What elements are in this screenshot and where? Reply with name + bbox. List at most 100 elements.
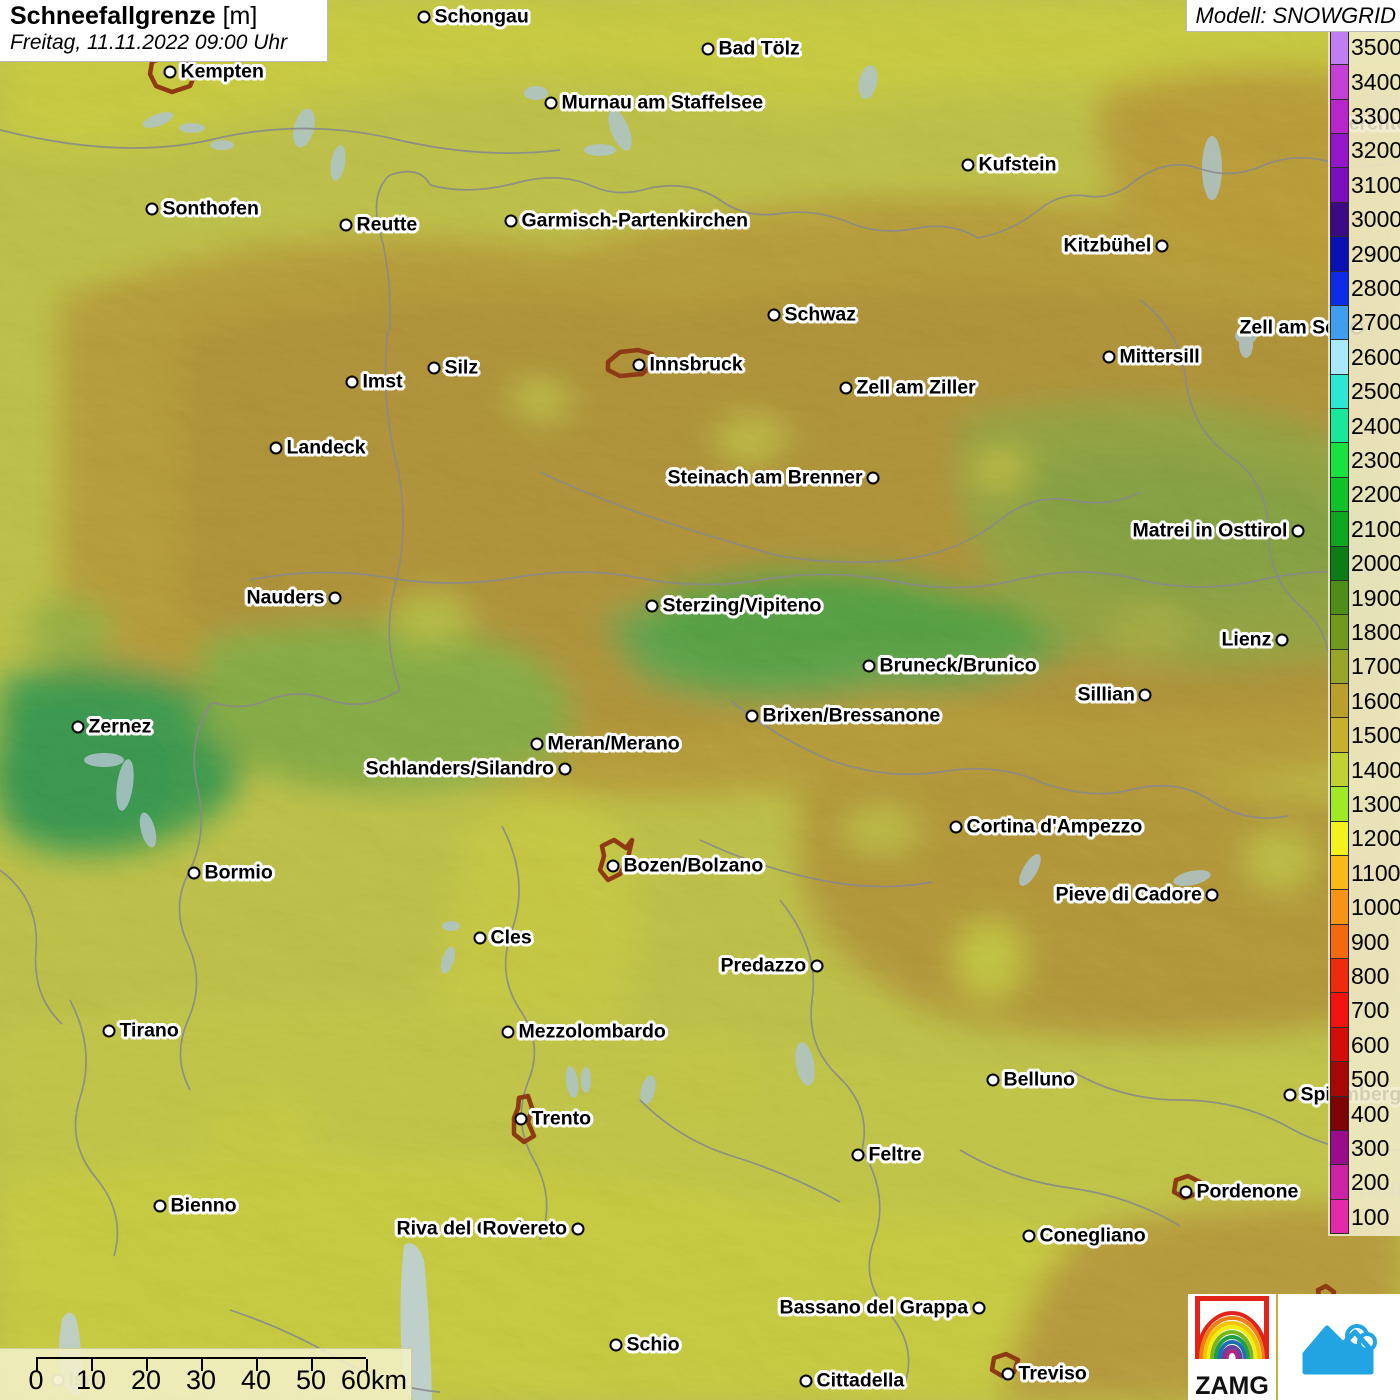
colorbar-swatch (1331, 1096, 1348, 1131)
city-label: Kempten (180, 60, 264, 83)
city-marker[interactable]: Lienz (1222, 630, 1289, 651)
city-marker[interactable]: Mezzolombardo (501, 1022, 666, 1043)
city-marker[interactable]: Garmisch-Partenkirchen (504, 211, 748, 232)
city-marker[interactable]: Pordenone (1179, 1182, 1298, 1203)
city-marker[interactable]: Bruneck/Brunico (862, 656, 1037, 677)
city-marker[interactable]: Zernez (71, 717, 151, 738)
city-marker[interactable]: Bormio (187, 863, 273, 884)
city-marker[interactable]: Innsbruck (632, 355, 743, 376)
city-marker[interactable]: Sterzing/Vipiteno (645, 596, 821, 617)
city-marker[interactable]: Trento (514, 1109, 591, 1130)
colorbar-tick-label: 1200 (1351, 825, 1400, 852)
colorbar-tick-label: 300 (1351, 1135, 1390, 1161)
zamg-logo[interactable]: ZAMG (1188, 1294, 1276, 1400)
colorbar-swatch (1331, 959, 1348, 994)
city-marker[interactable]: Belluno (986, 1070, 1075, 1091)
city-marker[interactable]: Cles (473, 928, 532, 949)
city-marker[interactable]: Nauders (247, 588, 342, 609)
city-marker[interactable]: Landeck (269, 438, 366, 459)
city-label: Mittersill (1119, 345, 1200, 368)
city-label: Zell am See (1239, 316, 1347, 339)
city-marker[interactable]: Cortina d'Ampezzo (949, 817, 1142, 838)
city-dot-icon (949, 820, 963, 834)
city-dot-icon (701, 42, 715, 56)
city-label: Imst (362, 370, 403, 393)
city-marker[interactable]: Bassano del Grappa (779, 1296, 986, 1319)
scale-tick (36, 1359, 38, 1371)
zamg-frame-icon (1195, 1296, 1269, 1359)
city-dot-icon (1102, 350, 1116, 364)
colorbar[interactable] (1330, 30, 1349, 1234)
city-label: Riva del Garda (396, 1217, 534, 1240)
city-marker[interactable]: Imst (345, 370, 403, 393)
city-marker[interactable]: Predazzo (721, 956, 824, 977)
city-marker[interactable]: Treviso (1001, 1362, 1087, 1385)
scale-tick (201, 1359, 203, 1371)
city-marker[interactable]: Sonthofen (145, 199, 259, 220)
city-marker[interactable]: Bozen/Bolzano (606, 856, 763, 877)
colorbar-tick-label: 1000 (1351, 894, 1400, 921)
city-marker[interactable]: Mittersill (1102, 345, 1200, 368)
city-marker[interactable]: Pieve di Cadore (1056, 885, 1219, 906)
colorbar-tick-label: 2600 (1351, 343, 1400, 370)
city-marker[interactable]: Schwaz (767, 305, 856, 326)
city-marker[interactable]: Kufstein (961, 155, 1057, 176)
city-marker[interactable]: Matrei in Osttirol (1133, 521, 1305, 542)
city-marker[interactable]: Kempten (163, 60, 264, 83)
snowgrid-logo[interactable] (1276, 1294, 1400, 1400)
city-dot-icon (1205, 888, 1219, 902)
city-dot-icon (504, 214, 518, 228)
colorbar-swatch (1331, 1165, 1348, 1200)
city-marker[interactable]: Murnau am Staffelsee (544, 93, 763, 114)
city-label: Schlanders/Silandro (365, 757, 555, 780)
city-marker[interactable]: Silz (427, 356, 479, 379)
valid-time-subtitle: Freitag, 11.11.2022 09:00 Uhr (10, 31, 288, 54)
colorbar-swatch (1331, 512, 1348, 547)
city-marker[interactable]: Rovereto (483, 1219, 585, 1240)
city-label: Cittadella (816, 1369, 905, 1392)
colorbar-tick-label: 1800 (1351, 619, 1400, 645)
city-marker[interactable]: Schlanders/Silandro (365, 757, 572, 780)
colorbar-tick-labels: 3500 3400 3300 3200 3100 3000 2900 2800 2700 2600… (1351, 30, 1400, 1234)
city-marker[interactable]: Meran/Merano (530, 732, 680, 755)
city-label: Silz (444, 356, 479, 379)
title-unit: [m] (222, 2, 258, 30)
colorbar-swatch (1331, 1130, 1348, 1166)
city-label: Bassano del Grappa (779, 1296, 969, 1319)
water-bodies (84, 65, 1257, 1105)
city-dot-icon (1275, 633, 1289, 647)
city-label: Zell am Ziller (856, 376, 976, 399)
city-marker[interactable]: Bad Tölz (701, 39, 800, 60)
city-dot-icon (851, 1148, 865, 1162)
colorbar-swatch (1331, 890, 1348, 925)
city-dot-icon (862, 659, 876, 673)
city-marker[interactable]: Zell am Ziller (839, 376, 976, 399)
city-label: Kitzbühel (1063, 234, 1152, 257)
city-marker[interactable]: Cittadella (799, 1369, 905, 1392)
colorbar-swatch (1331, 202, 1348, 238)
colorbar-tick-label: 200 (1351, 1169, 1390, 1196)
city-label: Treviso (1018, 1362, 1087, 1385)
city-dot-icon (558, 762, 572, 776)
city-marker[interactable]: Kitzbühel (1063, 234, 1169, 257)
city-marker[interactable]: Reutte (339, 215, 417, 236)
colorbar-swatch (1331, 924, 1348, 959)
city-marker[interactable]: Conegliano (1022, 1226, 1146, 1247)
colorbar-tick-label: 1400 (1351, 756, 1400, 783)
colorbar-tick-label: 3000 (1351, 206, 1400, 233)
city-marker[interactable]: Schongau (417, 7, 529, 28)
city-marker[interactable]: Bienno (153, 1196, 237, 1217)
city-marker[interactable]: Riva del Garda (396, 1217, 551, 1240)
colorbar-tick-label: 1600 (1351, 687, 1400, 714)
city-dot-icon (606, 859, 620, 873)
city-marker[interactable]: Tirano (102, 1021, 179, 1042)
city-marker[interactable]: Schio (609, 1335, 680, 1356)
city-marker[interactable]: Sillian (1078, 685, 1152, 706)
city-label: Meran/Merano (547, 732, 680, 755)
city-marker[interactable]: Steinach am Brenner (668, 468, 880, 489)
city-marker[interactable]: Feltre (851, 1145, 922, 1166)
colorbar-swatch (1331, 409, 1348, 444)
title-variable: Schneefallgrenze (10, 2, 216, 30)
city-marker[interactable]: Brixen/Bressanone (745, 706, 940, 727)
